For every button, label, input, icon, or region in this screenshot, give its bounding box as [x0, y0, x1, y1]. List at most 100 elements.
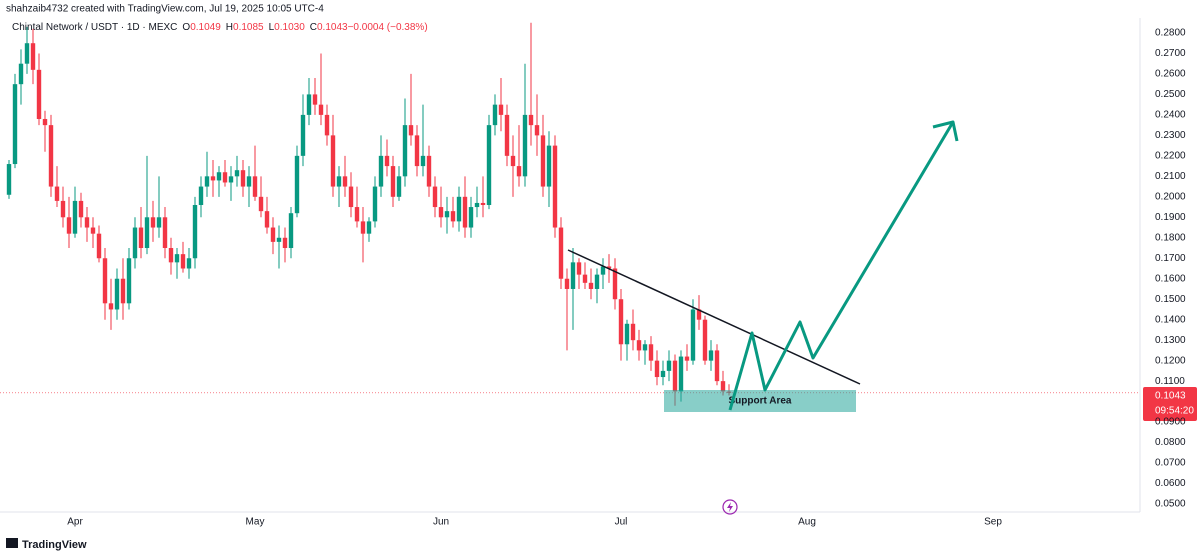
candle-body	[42, 118, 48, 126]
candle-body	[528, 114, 534, 126]
candle-body	[330, 135, 336, 187]
candle-body	[192, 205, 198, 259]
candle-body	[594, 274, 600, 289]
candle-body	[582, 274, 588, 283]
candle-body	[312, 94, 318, 105]
candle-body	[498, 104, 504, 115]
candle-body	[372, 186, 378, 222]
candle-body	[198, 186, 204, 206]
ohlc-item: H	[226, 22, 233, 33]
x-tick-label: Aug	[798, 517, 816, 528]
last-price-tag	[1143, 387, 1197, 421]
candle-body	[144, 217, 150, 249]
candle-body	[630, 323, 636, 341]
candle-body	[108, 303, 114, 310]
support-zone	[664, 390, 856, 412]
last-price: 0.1043	[1155, 391, 1186, 402]
candle-body	[462, 196, 468, 228]
candle-body	[288, 213, 294, 249]
candle-body	[222, 172, 228, 183]
candle-body	[324, 114, 330, 136]
y-tick-label: 0.1400	[1155, 314, 1186, 325]
candle-body	[378, 155, 384, 187]
ohlc-item: 0.1085	[233, 22, 264, 33]
candle-body	[642, 344, 648, 351]
candle-body	[648, 344, 654, 361]
y-tick-label: 0.2000	[1155, 191, 1186, 202]
legend: Chintal Network / USDT · 1D · MEXC O0.104…	[12, 22, 428, 33]
candle-body	[480, 202, 486, 206]
candle-body	[264, 211, 270, 228]
x-tick-label: May	[246, 517, 265, 528]
candle-body	[486, 125, 492, 206]
candle-body	[24, 43, 30, 64]
y-tick-label: 0.0700	[1155, 458, 1186, 469]
candle-body	[348, 186, 354, 208]
event-icon[interactable]	[722, 499, 738, 515]
candle-body	[216, 172, 222, 181]
candle-body	[570, 262, 576, 289]
y-tick-label: 0.0800	[1155, 437, 1186, 448]
candle-body	[36, 69, 42, 119]
symbol: Chintal Network / USDT · 1D · MEXC	[12, 22, 177, 33]
candle-body	[624, 323, 630, 345]
y-tick-label: 0.0900	[1155, 417, 1186, 428]
candle-body	[228, 176, 234, 183]
candle-body	[474, 202, 480, 208]
candle-body	[336, 176, 342, 187]
candle-body	[18, 63, 24, 85]
candle-body	[366, 221, 372, 234]
candle-body	[12, 84, 18, 165]
support-label: Support Area	[729, 396, 792, 407]
ohlc-item: −0.0004 (−0.38%)	[348, 22, 428, 33]
candle-body	[660, 370, 666, 378]
candle-body	[138, 227, 144, 249]
candle-body	[276, 237, 282, 242]
candle-body	[390, 166, 396, 197]
candle-body	[60, 200, 66, 218]
candle-body	[672, 360, 678, 392]
y-tick-label: 0.2500	[1155, 89, 1186, 100]
candle-body	[636, 340, 642, 351]
candle-body	[30, 43, 36, 70]
candle-body	[180, 254, 186, 269]
candle-body	[396, 176, 402, 197]
candle-body	[564, 278, 570, 289]
x-tick-label: Jul	[615, 517, 628, 528]
trend-line	[567, 249, 861, 385]
candle-body	[162, 217, 168, 249]
candle-body	[78, 200, 84, 218]
y-tick-label: 0.2700	[1155, 48, 1186, 59]
brand-logo	[6, 538, 18, 548]
candle-body	[618, 299, 624, 345]
candle-body	[48, 125, 54, 187]
candle-body	[96, 233, 102, 259]
candle-body	[696, 309, 702, 320]
candle-body	[684, 356, 690, 361]
ohlc-item: 0.1049	[190, 22, 221, 33]
candle-body	[360, 221, 366, 234]
projection-arrow	[728, 121, 955, 411]
y-tick-label: 0.1700	[1155, 253, 1186, 264]
candle-body	[150, 217, 156, 228]
event-icon-bolt	[727, 502, 733, 512]
candle-body	[354, 207, 360, 222]
y-tick-label: 0.1900	[1155, 212, 1186, 223]
candle-body	[72, 200, 78, 234]
ohlc-item: O	[182, 22, 190, 33]
ohlc-item: 0.1030	[274, 22, 305, 33]
candle-body	[456, 196, 462, 222]
candle-body	[492, 104, 498, 126]
candle-body	[258, 196, 264, 212]
candle-body	[246, 176, 252, 187]
candle-body	[666, 360, 672, 371]
x-tick-label: Jun	[433, 517, 449, 528]
candle-body	[552, 145, 558, 228]
candle-body	[126, 258, 132, 304]
candle-body	[132, 227, 138, 259]
candle-body	[6, 164, 12, 195]
candle-body	[306, 94, 312, 115]
candle-body	[66, 217, 72, 234]
